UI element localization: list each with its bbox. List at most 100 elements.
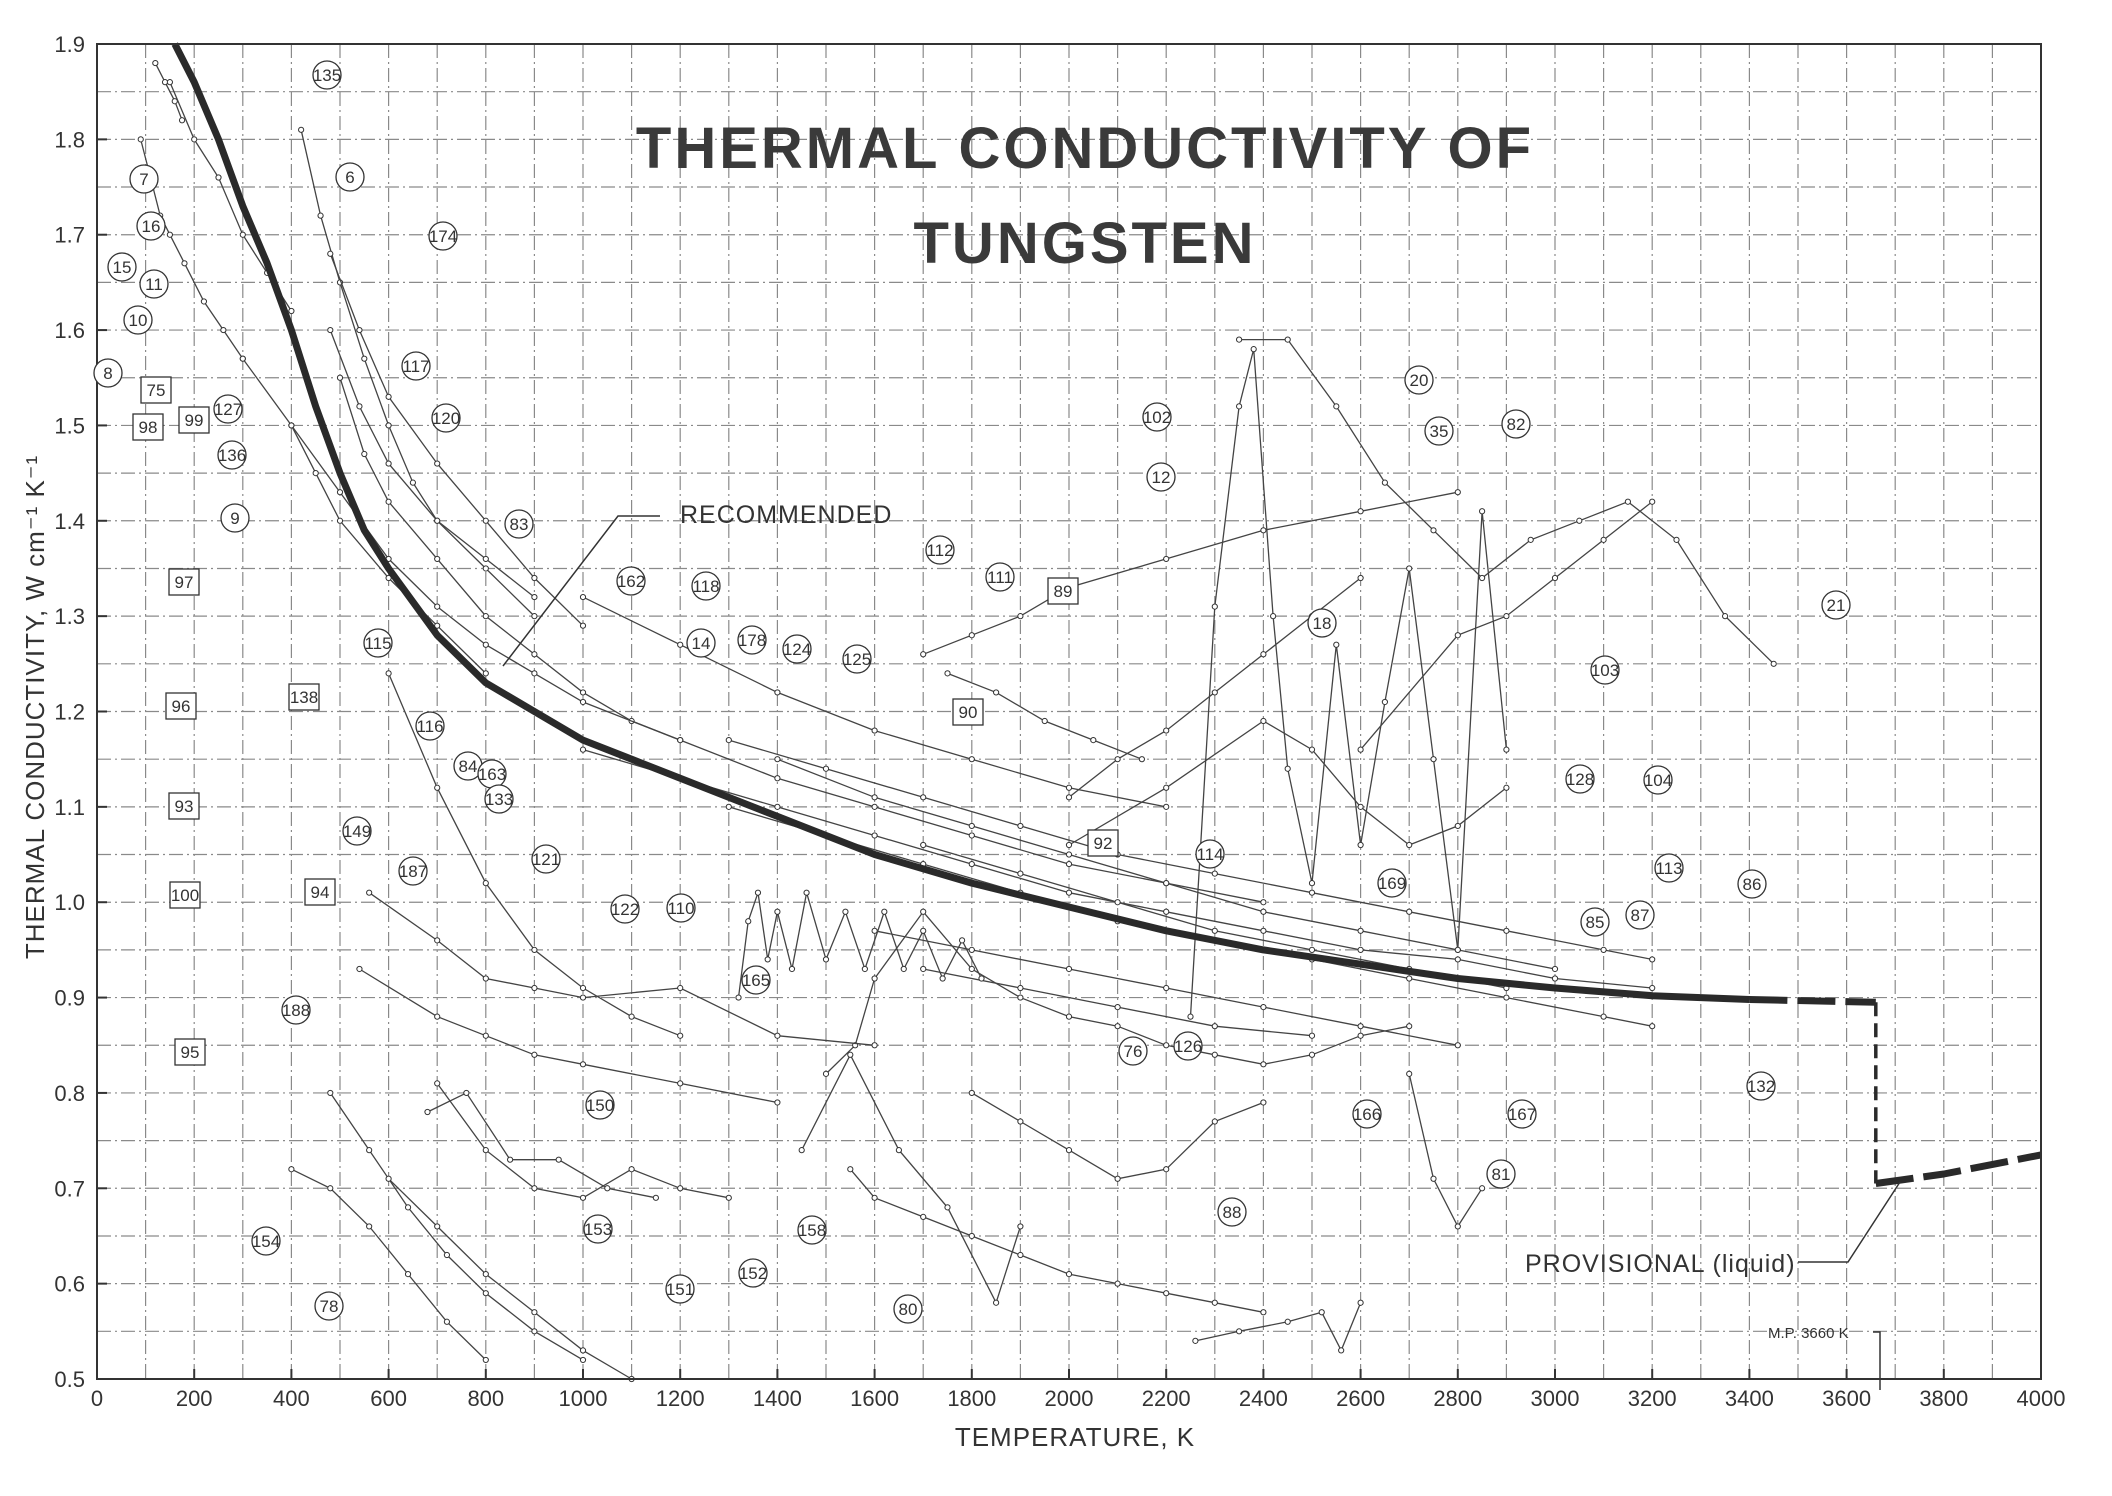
data-point bbox=[774, 908, 781, 915]
data-point bbox=[944, 1204, 951, 1211]
data-point bbox=[1163, 1166, 1170, 1173]
reference-circle bbox=[1142, 402, 1172, 432]
data-curve bbox=[291, 1168, 487, 1361]
reference-circle bbox=[1424, 416, 1454, 446]
data-point bbox=[1187, 1013, 1194, 1020]
reference-number: 11 bbox=[145, 275, 163, 294]
data-point bbox=[1624, 498, 1632, 505]
reference-number: 132 bbox=[1747, 1077, 1775, 1096]
annotation-leader bbox=[1798, 1181, 1901, 1263]
reference-circle bbox=[136, 211, 166, 241]
data-point bbox=[1503, 927, 1510, 934]
data-point bbox=[200, 298, 208, 305]
data-point bbox=[764, 956, 771, 963]
data-point bbox=[579, 689, 587, 696]
data-point bbox=[1454, 956, 1461, 963]
data-point bbox=[1270, 613, 1277, 620]
data-curve bbox=[1239, 338, 1775, 665]
data-point bbox=[822, 765, 830, 772]
data-point bbox=[1236, 1328, 1243, 1335]
melting-point-label: M.P. 3660 K bbox=[1768, 1325, 1849, 1342]
reference-circle bbox=[585, 1090, 615, 1120]
data-point bbox=[1357, 841, 1364, 849]
data-point bbox=[531, 1328, 538, 1335]
reference-number: 166 bbox=[1353, 1105, 1381, 1124]
data-point bbox=[1138, 756, 1146, 763]
x-tick-label: 3200 bbox=[1628, 1386, 1677, 1411]
data-point bbox=[1211, 603, 1218, 610]
data-point bbox=[1406, 1070, 1413, 1077]
data-point bbox=[1503, 784, 1510, 791]
reference-number: 121 bbox=[532, 850, 560, 869]
data-point bbox=[1163, 1290, 1170, 1297]
reference-number: 158 bbox=[798, 1221, 826, 1240]
data-point bbox=[1503, 746, 1510, 753]
data-point bbox=[482, 613, 489, 620]
data-point bbox=[1454, 489, 1461, 496]
data-point bbox=[531, 1309, 538, 1316]
data-point bbox=[1551, 574, 1559, 582]
data-point bbox=[1260, 1099, 1267, 1106]
x-axis-label: TEMPERATURE, K bbox=[955, 1422, 1195, 1452]
y-tick-label: 0.6 bbox=[54, 1272, 85, 1297]
reference-circle bbox=[220, 503, 250, 533]
reference-circle bbox=[1580, 907, 1610, 937]
data-point bbox=[482, 517, 489, 524]
data-point bbox=[822, 1070, 830, 1077]
data-point bbox=[288, 307, 295, 315]
data-point bbox=[239, 231, 246, 238]
data-point bbox=[1114, 756, 1121, 763]
x-tick-label: 3600 bbox=[1822, 1386, 1871, 1411]
data-point bbox=[968, 946, 975, 953]
reference-circle bbox=[312, 60, 342, 90]
data-point bbox=[1406, 908, 1413, 915]
data-point bbox=[1017, 613, 1024, 620]
data-point bbox=[531, 593, 538, 601]
reference-circle bbox=[281, 995, 311, 1025]
data-point bbox=[1163, 880, 1170, 887]
reference-circle bbox=[616, 566, 646, 596]
data-point bbox=[993, 1299, 1000, 1306]
data-point bbox=[1163, 1042, 1170, 1049]
data-point bbox=[1479, 1185, 1486, 1192]
data-point bbox=[1600, 1013, 1607, 1020]
data-point bbox=[871, 1194, 878, 1201]
data-point bbox=[385, 670, 392, 677]
reference-circle bbox=[925, 535, 955, 565]
y-tick-label: 1.0 bbox=[54, 890, 85, 915]
data-point bbox=[137, 136, 144, 143]
reference-number: 169 bbox=[1378, 874, 1406, 893]
data-curve bbox=[1408, 1073, 1483, 1228]
data-point bbox=[1065, 1013, 1073, 1020]
reference-circle bbox=[1217, 1197, 1247, 1227]
data-point bbox=[327, 1089, 334, 1097]
reference-circle bbox=[335, 162, 365, 192]
data-point bbox=[900, 965, 907, 973]
reference-box bbox=[165, 692, 197, 720]
data-point bbox=[482, 1290, 489, 1297]
reference-circle bbox=[1501, 409, 1531, 439]
data-point bbox=[920, 794, 927, 801]
data-curve bbox=[1195, 1302, 1362, 1352]
reference-circle bbox=[139, 269, 169, 299]
data-point bbox=[1406, 565, 1413, 572]
reference-circle bbox=[1377, 868, 1407, 898]
data-point bbox=[356, 965, 363, 973]
data-point bbox=[482, 670, 489, 677]
data-point bbox=[1649, 956, 1656, 963]
data-point bbox=[677, 1032, 684, 1039]
reference-circle bbox=[1307, 608, 1337, 638]
chart-subtitle: TUNGSTEN bbox=[914, 211, 1257, 276]
reference-box bbox=[174, 1038, 206, 1066]
data-point bbox=[1308, 1032, 1316, 1039]
y-tick-label: 0.7 bbox=[54, 1176, 85, 1201]
data-point bbox=[178, 117, 186, 124]
reference-number: 163 bbox=[478, 765, 506, 784]
chart-title: THERMAL CONDUCTIVITY OF bbox=[636, 116, 1534, 181]
reference-number: 98 bbox=[139, 418, 158, 437]
reference-box bbox=[952, 698, 984, 726]
axes: 0 200 400 600 800 1000 1200 1400 1600 1800 2000 220… bbox=[54, 32, 2065, 1411]
reference-number: 90 bbox=[959, 703, 978, 722]
data-curve bbox=[1068, 720, 1507, 846]
data-point bbox=[628, 1166, 635, 1173]
